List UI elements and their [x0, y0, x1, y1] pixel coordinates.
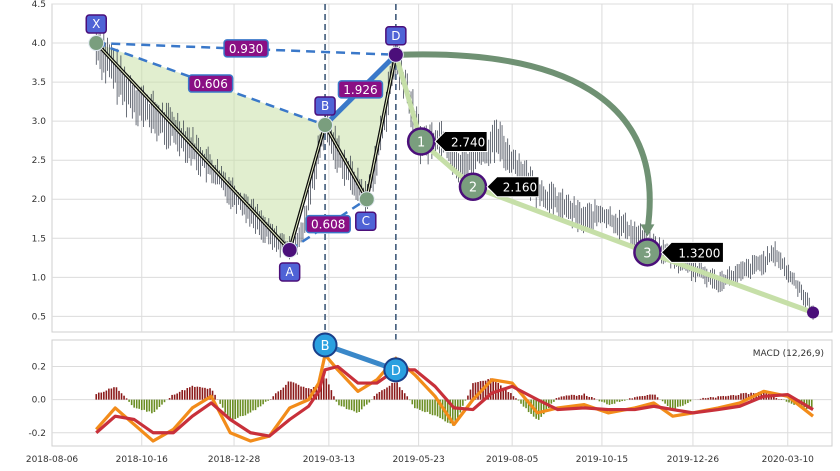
- pattern-point-label: C: [362, 214, 370, 228]
- projection-arc-head: [640, 224, 655, 237]
- x-tick-label: 2018-10-16: [116, 455, 169, 465]
- target-value-text: 2.740: [451, 135, 485, 149]
- macd-panel: -0.2 0.0 0.2 B D: [28, 332, 833, 447]
- price-y-tick-label: 2.0: [32, 195, 47, 205]
- x-tick-label: 2019-12-26: [667, 455, 720, 465]
- price-y-tick-label: 1.0: [32, 273, 47, 283]
- ratio-label-box: [187, 74, 234, 93]
- price-y-tick-label: 3.5: [32, 78, 46, 88]
- divergence-point-label: B: [321, 339, 330, 354]
- ratio-label: 0.606: [187, 74, 234, 93]
- projection-arc: [399, 51, 653, 231]
- ratio-label: 0.608: [305, 214, 351, 234]
- pattern-point-label: D: [391, 29, 400, 43]
- target-value-box: [486, 176, 540, 198]
- target-value-box: [660, 241, 724, 263]
- pattern-point-box: [278, 262, 301, 282]
- macd-y-tick-label: -0.2: [28, 429, 46, 439]
- ratio-label-box: [305, 214, 351, 234]
- x-tick-label: 2020-03-10: [762, 455, 815, 465]
- ratio-label: 1.926: [337, 80, 384, 99]
- divergence-point: [383, 357, 409, 383]
- pattern-point-label: A: [286, 265, 295, 279]
- target-value-box: [434, 130, 488, 152]
- macd-title: MACD (12,26,9): [753, 349, 824, 359]
- x-tick-label: 2019-08-05: [486, 455, 538, 465]
- macd-y-tick-label: 0.2: [32, 363, 46, 373]
- pattern-point-box: [85, 14, 107, 34]
- price-y-tick-label: 4.0: [32, 39, 47, 49]
- pattern-leg-inner: [324, 124, 368, 200]
- target-number: 3: [643, 246, 651, 261]
- price-y-tick-label: 4.5: [32, 0, 46, 10]
- pattern-leg-inner: [366, 54, 397, 200]
- price-y-tick-label: 3.0: [32, 117, 47, 127]
- x-tick-label: 2018-08-06: [26, 455, 79, 465]
- x-tick-label: 2018-12-28: [208, 455, 261, 465]
- signal-line: [95, 364, 814, 438]
- pattern-point: [317, 117, 334, 134]
- target-value-text: 2.160: [503, 181, 537, 195]
- pattern-point-label: X: [92, 17, 100, 31]
- pattern-point-box: [355, 211, 377, 231]
- pattern-point-box: [385, 26, 407, 46]
- price-panel: 0.5 1.0 1.5 2.0 2.5 3.0 3.5 4.0 4.5 0.930 0.606 1.9…: [32, 0, 833, 446]
- x-axis: 2018-08-06 2018-10-16 2018-12-28 2019-03-13…: [26, 455, 814, 465]
- ratio-label-box: [337, 80, 384, 99]
- pattern-point-label: B: [321, 99, 329, 113]
- pattern-leg-inner: [289, 124, 326, 251]
- divergence-line: [324, 342, 397, 373]
- target-number: 1: [417, 135, 425, 150]
- pattern-point: [88, 35, 105, 52]
- pattern-point: [281, 242, 298, 258]
- last-price-point: [807, 306, 820, 319]
- price-y-tick-label: 1.5: [32, 234, 46, 244]
- target-value-text: 1.3200: [678, 246, 720, 260]
- ratio-label-text: 1.926: [343, 83, 377, 97]
- ratio-label-box: [223, 39, 269, 58]
- pattern-leg-inner: [95, 42, 291, 251]
- ratio-label-text: 0.930: [229, 42, 263, 56]
- x-tick-label: 2019-05-23: [392, 455, 444, 465]
- target-number: 2: [469, 181, 477, 196]
- target-marker: [406, 127, 436, 156]
- price-y-tick-label: 0.5: [32, 312, 46, 322]
- macd-y-tick-label: 0.0: [32, 396, 47, 406]
- ratio-label-text: 0.606: [193, 77, 227, 91]
- ratio-label-text: 0.608: [311, 218, 345, 232]
- target-marker: [633, 238, 662, 267]
- ratio-line-xd: [96, 41, 396, 57]
- x-tick-label: 2019-03-13: [303, 455, 355, 465]
- macd-line: [95, 353, 815, 443]
- divergence-point: [312, 332, 338, 358]
- pattern-point-box: [314, 96, 336, 116]
- pattern-point: [387, 46, 404, 63]
- pattern-point: [358, 191, 375, 208]
- price-y-tick-label: 2.5: [32, 156, 46, 166]
- divergence-point-label: D: [391, 364, 401, 379]
- x-tick-label: 2019-10-15: [576, 455, 628, 465]
- target-marker: [458, 172, 488, 201]
- ratio-label: 0.930: [223, 39, 269, 58]
